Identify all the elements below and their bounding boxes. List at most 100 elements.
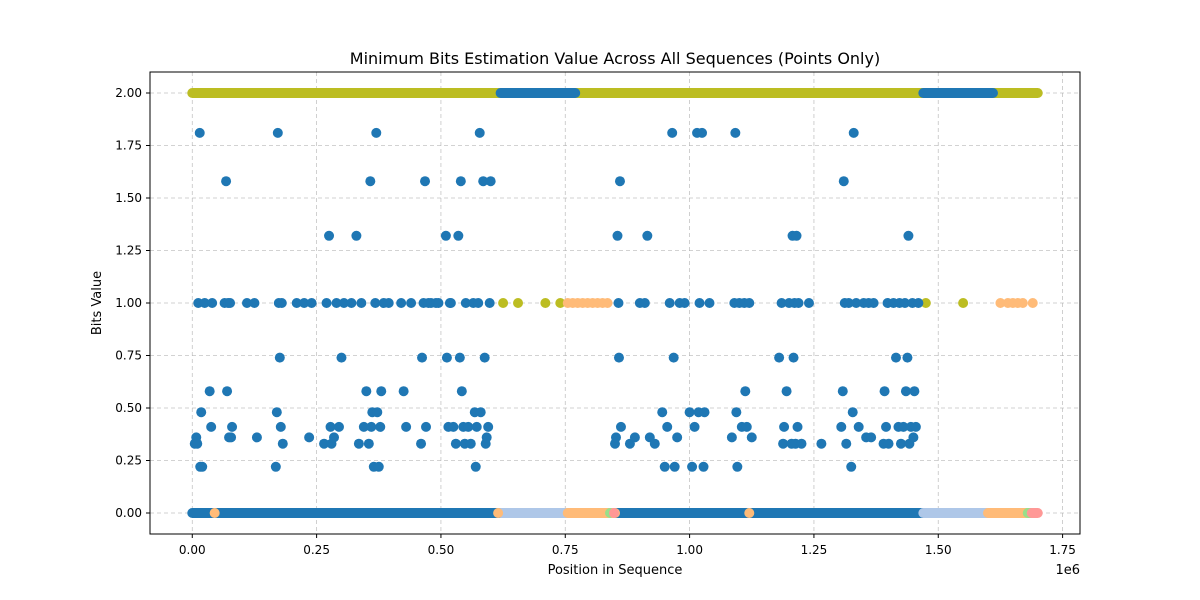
data-point	[206, 421, 217, 432]
data-point	[498, 298, 509, 308]
data-point	[649, 438, 660, 449]
data-point	[336, 352, 347, 363]
data-point	[275, 421, 286, 432]
data-point	[731, 407, 742, 418]
data-point	[879, 386, 890, 397]
data-point	[440, 230, 451, 241]
data-point	[361, 386, 372, 397]
data-point	[493, 508, 504, 518]
data-point	[615, 421, 626, 432]
data-point	[995, 298, 1006, 308]
data-point	[667, 127, 678, 138]
data-point	[370, 298, 381, 308]
data-point	[456, 386, 467, 397]
data-point	[194, 127, 205, 138]
data-point	[694, 298, 705, 308]
data-point	[659, 461, 670, 472]
y-tick-label: 1.25	[115, 244, 142, 258]
data-point	[356, 298, 367, 308]
data-point	[642, 230, 653, 241]
data-point	[299, 298, 310, 308]
data-point	[614, 176, 625, 187]
y-tick-label: 0.50	[115, 401, 142, 415]
data-point	[453, 230, 464, 241]
y-axis-label: Bits Value	[90, 271, 105, 335]
data-point	[668, 352, 679, 363]
x-offset-label: 1e6	[1055, 563, 1080, 578]
data-point	[866, 432, 877, 443]
data-point	[669, 461, 680, 472]
data-point	[803, 298, 814, 308]
data-point	[448, 421, 459, 432]
data-point	[325, 421, 336, 432]
data-point	[319, 438, 330, 449]
data-point	[222, 386, 233, 397]
data-point	[479, 352, 490, 363]
data-point	[730, 127, 741, 138]
data-point	[421, 421, 432, 432]
data-point	[304, 432, 315, 443]
data-point	[475, 407, 486, 418]
data-point	[744, 298, 755, 308]
data-point	[664, 298, 675, 308]
data-point	[196, 407, 207, 418]
data-point	[365, 176, 376, 187]
data-point	[612, 230, 623, 241]
data-point	[853, 421, 864, 432]
data-point	[197, 461, 208, 472]
x-tick-label: 1.75	[1049, 543, 1076, 557]
data-point	[241, 298, 252, 308]
data-point	[474, 127, 485, 138]
data-point	[383, 298, 394, 308]
data-point	[540, 298, 551, 308]
data-point	[740, 386, 751, 397]
data-point	[746, 432, 757, 443]
data-point	[699, 407, 710, 418]
data-point	[838, 176, 849, 187]
data-point	[841, 438, 852, 449]
x-tick-label: 0.75	[552, 543, 579, 557]
data-point	[629, 432, 640, 443]
data-point	[249, 298, 260, 308]
data-point	[792, 421, 803, 432]
data-point	[473, 298, 484, 308]
chart-title: Minimum Bits Estimation Value Across All…	[350, 49, 880, 68]
data-point	[291, 298, 302, 308]
data-point	[732, 461, 743, 472]
data-point	[272, 127, 283, 138]
data-point	[251, 432, 262, 443]
data-point	[277, 438, 288, 449]
data-point	[726, 432, 737, 443]
data-point	[483, 421, 494, 432]
data-point	[373, 461, 384, 472]
x-tick-label: 0.25	[303, 543, 330, 557]
data-point	[433, 298, 444, 308]
data-point	[470, 461, 481, 472]
data-point	[741, 421, 752, 432]
data-point	[270, 461, 281, 472]
data-point	[908, 432, 919, 443]
data-point	[791, 230, 802, 241]
data-point	[1017, 298, 1028, 308]
data-point	[450, 438, 461, 449]
data-point	[909, 386, 920, 397]
series-1	[187, 88, 998, 518]
data-point	[902, 352, 913, 363]
data-point	[903, 230, 914, 241]
y-tick-label: 1.00	[115, 296, 142, 310]
data-point	[372, 407, 383, 418]
data-point	[899, 298, 910, 308]
data-point	[687, 461, 698, 472]
data-point	[221, 176, 232, 187]
data-point	[478, 176, 489, 187]
data-point	[684, 407, 695, 418]
data-point	[609, 508, 620, 518]
data-point	[793, 298, 804, 308]
data-point	[900, 386, 911, 397]
data-point	[781, 386, 792, 397]
data-point	[847, 407, 858, 418]
x-axis-ticks: 0.00 0.25 0.50 0.75 1.00 1.25 1.50 1.75	[179, 534, 1076, 557]
data-point	[441, 352, 452, 363]
data-point	[455, 176, 466, 187]
